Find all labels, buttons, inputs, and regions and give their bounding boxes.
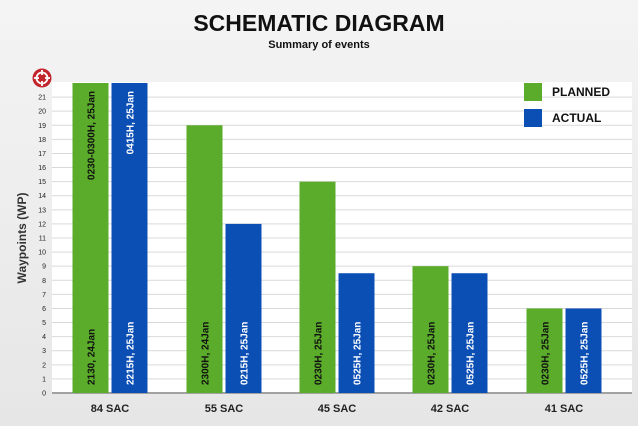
bar-planned-0 [72, 83, 109, 393]
chart-title: SCHEMATIC DIAGRAM [193, 10, 445, 36]
y-tick-label: 8 [42, 278, 46, 285]
y-tick-label: 15 [38, 179, 46, 186]
bar-label-bottom: 0525H, 25Jan [353, 322, 364, 385]
y-tick-label: 18 [38, 137, 46, 144]
chart-legend: PLANNED ACTUAL [524, 82, 610, 134]
x-category-label: 55 SAC [205, 403, 244, 415]
legend-label-actual: ACTUAL [552, 111, 602, 125]
bar-actual-1 [225, 223, 262, 393]
y-tick-label: 7 [42, 292, 46, 299]
bar-planned-3 [412, 266, 449, 393]
bar-label-bottom: 0230H, 25Jan [427, 322, 438, 385]
bar-planned-2 [299, 181, 336, 393]
legend-label-planned: PLANNED [552, 85, 611, 99]
bar-label-bottom: 0230H, 25Jan [314, 322, 325, 385]
x-category-label: 84 SAC [91, 403, 130, 415]
bar-planned-1 [186, 125, 223, 393]
y-tick-label: 0 [42, 391, 46, 398]
bar-label-bottom: 0215H, 25Jan [240, 322, 251, 385]
bar-label-top: 0230-0300H, 25Jan [87, 91, 98, 180]
x-category-label: 45 SAC [318, 403, 357, 415]
y-tick-label: 20 [38, 109, 46, 116]
legend-item-planned: PLANNED [524, 82, 610, 102]
y-tick-label: 11 [39, 236, 46, 243]
bar-actual-3 [451, 273, 488, 393]
y-tick-label: 19 [38, 123, 46, 130]
y-tick-label: 14 [38, 193, 46, 200]
y-tick-label: 13 [38, 207, 46, 214]
bar-actual-0 [111, 83, 148, 393]
bar-label-bottom: 0230H, 25Jan [541, 322, 552, 385]
y-axis-label: Waypoints (WP) [15, 193, 29, 284]
y-tick-label: 9 [42, 264, 46, 271]
y-tick-label: 5 [42, 320, 46, 327]
x-category-label: 42 SAC [431, 403, 470, 415]
y-tick-label: 17 [38, 151, 46, 158]
bar-label-bottom: 2300H, 24Jan [201, 322, 212, 385]
legend-swatch-planned [524, 83, 542, 101]
y-tick-label: 6 [42, 306, 46, 313]
bar-label-bottom: 2215H, 25Jan [126, 322, 137, 385]
x-category-label: 41 SAC [545, 403, 584, 415]
y-tick-label: 21 [38, 95, 46, 102]
crosshair-target-icon [32, 68, 52, 88]
bar-planned-4 [526, 308, 563, 393]
bar-actual-2 [338, 273, 375, 393]
legend-item-actual: ACTUAL [524, 108, 610, 128]
y-tick-label: 10 [38, 250, 46, 257]
bar-actual-4 [565, 308, 602, 393]
bar-label-bottom: 0525H, 25Jan [466, 322, 477, 385]
y-tick-label: 12 [38, 221, 46, 228]
bar-label-bottom: 2130, 24Jan [87, 329, 98, 385]
y-tick-label: 4 [42, 334, 46, 341]
y-tick-label: 1 [42, 376, 46, 383]
bar-label-top: 0415H, 25Jan [126, 91, 137, 154]
legend-swatch-actual [524, 109, 542, 127]
chart-subtitle: Summary of events [268, 39, 370, 51]
y-tick-label: 3 [42, 348, 46, 355]
y-tick-label: 2 [42, 362, 46, 369]
bar-label-bottom: 0525H, 25Jan [580, 322, 591, 385]
y-tick-label: 16 [38, 165, 46, 172]
